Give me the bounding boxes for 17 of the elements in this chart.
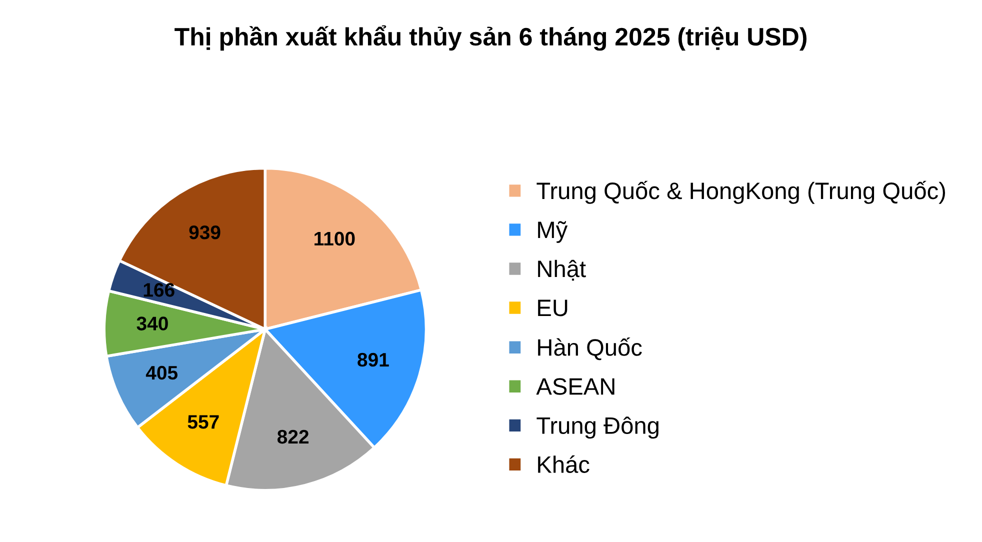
- legend-label: ASEAN: [536, 378, 614, 395]
- data-label: 891: [358, 352, 389, 367]
- legend-label: Mỹ: [538, 221, 568, 243]
- data-label: 340: [136, 316, 168, 330]
- data-label: 822: [277, 430, 309, 444]
- data-label: 939: [189, 226, 220, 240]
- data-label: 1100: [314, 232, 355, 246]
- data-label: 166: [144, 283, 174, 297]
- legend-label: EU: [538, 300, 568, 316]
- data-label: 405: [146, 366, 178, 380]
- data-label: 557: [188, 415, 219, 429]
- legend-label: Trung Quốc & HongKong (Trung Quốc): [536, 180, 946, 204]
- legend-label: Khác: [538, 455, 590, 473]
- chart-title: Thị phần xuất khẩu thủy sản 6 tháng 2025 (triệu USD): [174, 25, 806, 51]
- legend-label: Trung Đông: [536, 416, 658, 439]
- legend-label: Hàn Quốc: [538, 338, 642, 360]
- legend-label: Nhật: [538, 260, 586, 281]
